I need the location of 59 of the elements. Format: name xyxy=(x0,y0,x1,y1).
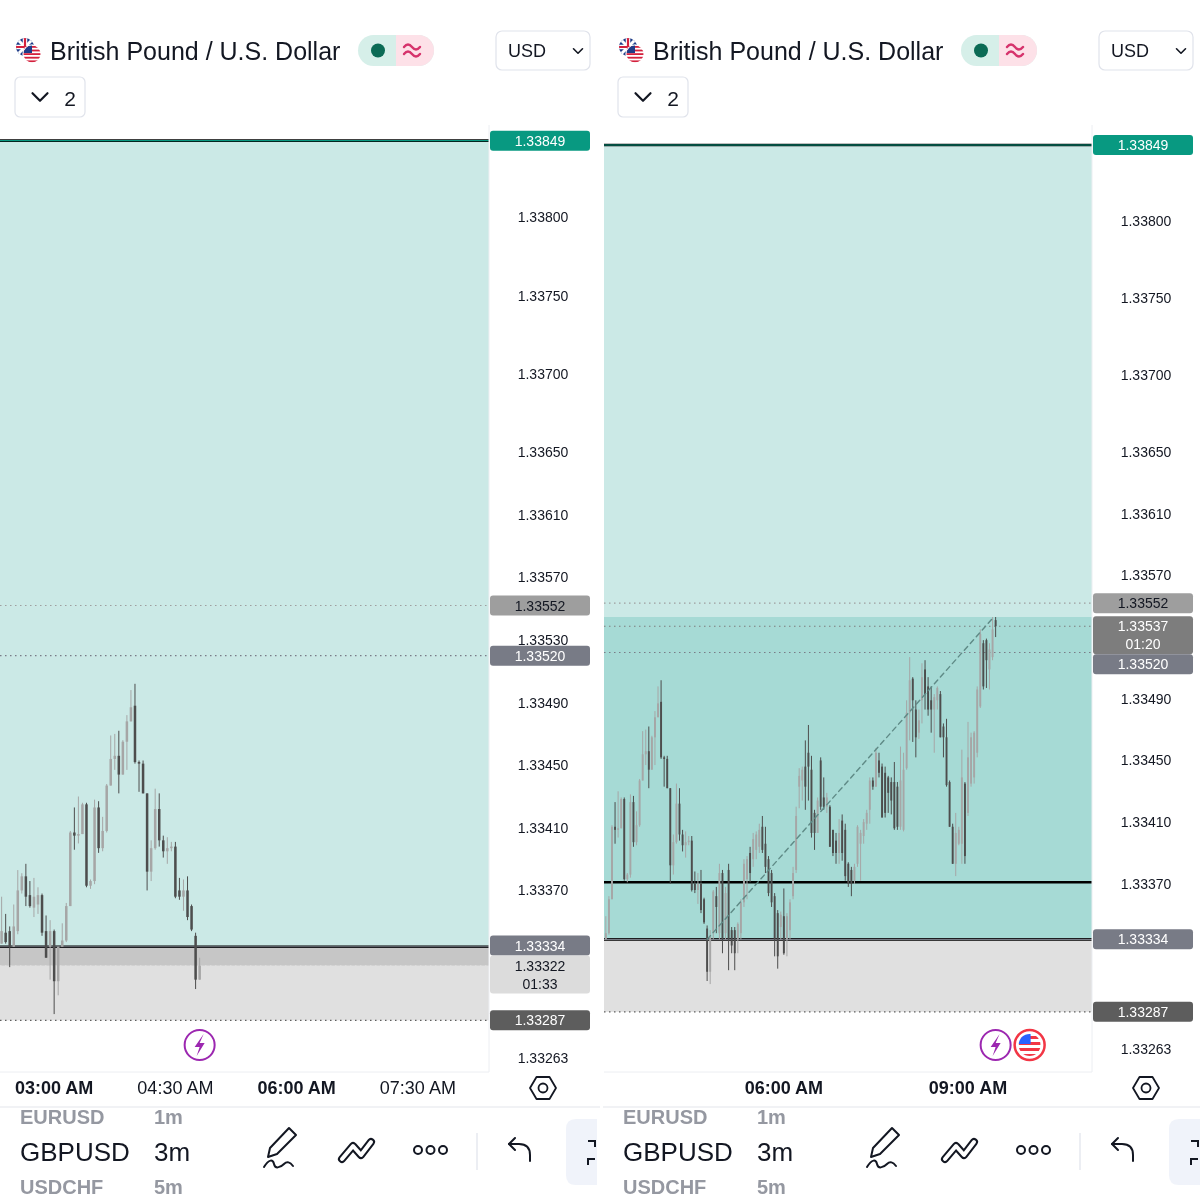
y-tick-label: 1.33490 xyxy=(1120,690,1172,707)
text: GBPUSD xyxy=(623,1137,733,1167)
y-tick-label: 1.33800 xyxy=(1120,212,1172,229)
text: 5m xyxy=(154,1176,183,1198)
y-tick-label: 1.33530 xyxy=(517,631,569,648)
x-tick-label: 06:00 AM xyxy=(744,1078,824,1098)
ref-line-label: 1.33322 01:33 xyxy=(514,957,566,992)
button: 2 xyxy=(14,76,86,118)
y-tick-label: 1.33750 xyxy=(517,287,569,304)
y-tick-label: 1.33490 xyxy=(517,694,569,711)
ref-line-label: 1.33334 xyxy=(1117,931,1169,948)
y-tick-label: 1.33570 xyxy=(517,569,569,586)
text: EURUSD xyxy=(20,1106,105,1128)
x-tick-label: 09:00 AM xyxy=(928,1078,1008,1098)
dropdown: USD xyxy=(1098,30,1194,71)
y-tick-label: 1.33410 xyxy=(1120,814,1172,831)
y-tick-label: 1.33700 xyxy=(1120,366,1172,383)
x-tick-label: 07:30 AM xyxy=(379,1078,456,1098)
ref-line-label: 1.33849 xyxy=(1117,137,1169,154)
y-tick-label: 1.33450 xyxy=(1120,752,1172,769)
chart-title: British Pound / U.S. Dollar xyxy=(653,37,944,65)
text: USDCHF xyxy=(20,1176,104,1198)
y-tick-label: 1.33610 xyxy=(517,506,569,523)
y-tick-label: 1.33750 xyxy=(1120,289,1172,306)
ref-line-label: 1.33849 xyxy=(514,132,566,149)
y-tick-label: 1.33650 xyxy=(1120,443,1172,460)
chart-title: British Pound / U.S. Dollar xyxy=(50,37,341,65)
ref-line-label: 1.33552 xyxy=(1117,595,1169,612)
ref-line-label: 1.33537 01:20 xyxy=(1117,618,1169,653)
ref-line-label: 1.33334 xyxy=(514,937,566,954)
y-tick-label: 1.33370 xyxy=(517,882,569,899)
text: 5m xyxy=(757,1176,786,1198)
y-tick-label: 1.33700 xyxy=(517,365,569,382)
ref-line-label: 1.33520 xyxy=(1117,656,1169,673)
y-tick-label: 1.33263 xyxy=(1120,1040,1172,1057)
y-tick-label: 1.33610 xyxy=(1120,505,1172,522)
ref-line-label: 1.33520 xyxy=(514,647,566,664)
y-tick-label: 1.33410 xyxy=(517,819,569,836)
x-tick-label: 06:00 AM xyxy=(257,1078,336,1098)
text: 1m xyxy=(154,1106,183,1128)
x-tick-label: 03:00 AM xyxy=(14,1078,94,1098)
ref-line-label: 1.33287 xyxy=(1117,1003,1169,1020)
y-tick-label: 1.33450 xyxy=(517,757,569,774)
y-tick-label: 1.33370 xyxy=(1120,875,1172,892)
y-tick-label: 1.33570 xyxy=(1120,567,1172,584)
text: USDCHF xyxy=(623,1176,707,1198)
ref-line-label: 1.33287 xyxy=(514,1012,566,1029)
text: 3m xyxy=(154,1137,191,1167)
button: 2 xyxy=(617,76,689,118)
ref-line-label: 1.33552 xyxy=(514,597,566,614)
x-tick-label: 04:30 AM xyxy=(137,1078,214,1098)
text: 1m xyxy=(757,1106,786,1128)
y-tick-label: 1.33263 xyxy=(517,1049,569,1066)
y-tick-label: 1.33800 xyxy=(517,209,569,226)
y-tick-label: 1.33650 xyxy=(517,444,569,461)
text: EURUSD xyxy=(623,1106,708,1128)
text: GBPUSD xyxy=(20,1137,130,1167)
text: 3m xyxy=(757,1137,794,1167)
dropdown: USD xyxy=(495,30,591,71)
